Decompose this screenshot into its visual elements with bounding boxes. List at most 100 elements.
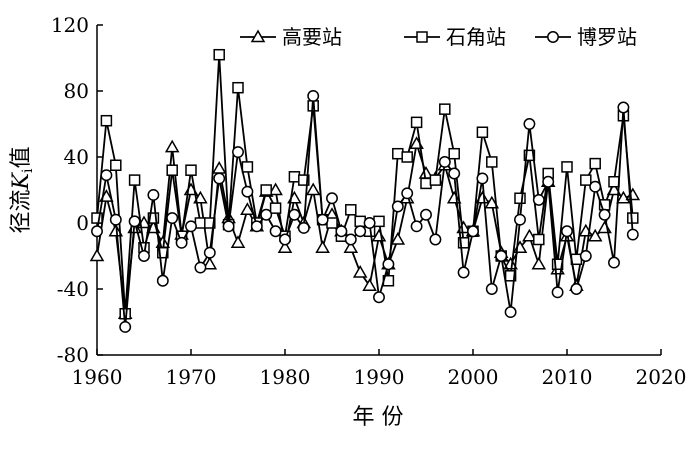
data-point-circle [326, 192, 338, 205]
data-point-circle [626, 228, 639, 241]
series-layer [89, 48, 641, 333]
data-point-circle [467, 225, 479, 238]
data-point-circle [147, 189, 160, 201]
data-point-circle [307, 90, 320, 102]
data-point-circle [476, 172, 489, 185]
data-point-circle [579, 250, 592, 262]
y-axis-title-var: K [9, 171, 34, 190]
data-point-triangle [352, 264, 368, 278]
legend-label: 石角站 [446, 25, 506, 49]
data-point-circle [532, 193, 545, 206]
legend-marker-circle [547, 31, 559, 43]
data-point-circle [410, 220, 423, 233]
data-point-triangle [597, 220, 612, 234]
data-point-square [589, 157, 601, 170]
data-point-circle [420, 208, 432, 221]
x-tick-label: 2020 [636, 365, 687, 389]
data-point-circle [109, 213, 122, 226]
data-point-square [354, 215, 366, 228]
y-tick-label: 40 [64, 145, 89, 169]
data-point-circle [335, 225, 348, 238]
y-tick-label: -40 [57, 277, 89, 301]
data-point-circle [194, 261, 207, 274]
data-point-square [128, 174, 141, 186]
data-point-circle [542, 175, 555, 188]
data-point-triangle [362, 278, 377, 291]
data-point-circle [138, 250, 150, 262]
data-point-circle [166, 212, 179, 225]
data-point-circle [401, 187, 414, 200]
y-tick-label: -80 [57, 343, 89, 367]
data-point-circle [269, 225, 282, 238]
data-point-triangle [89, 248, 105, 262]
data-point-triangle [522, 228, 537, 242]
data-point-square [580, 174, 592, 186]
legend-marker-square [416, 31, 428, 43]
data-point-circle [363, 217, 376, 229]
data-point-triangle [164, 139, 180, 153]
data-point-square [486, 156, 498, 168]
data-point-circle [598, 208, 611, 221]
data-point-circle [232, 146, 244, 159]
data-point-square [533, 233, 545, 246]
data-point-circle [156, 274, 169, 287]
x-tick-label: 2010 [542, 365, 593, 389]
data-point-triangle [625, 187, 641, 201]
data-point-square [288, 171, 301, 183]
x-tick-label: 1960 [72, 365, 123, 389]
x-axis-title: 年 份 [353, 405, 404, 430]
data-point-square [213, 48, 225, 61]
data-point-square [204, 217, 216, 229]
axes: -80 -40 0 40 80 120 1960 1970 1980 1990 2000 2010 20… [51, 13, 687, 389]
series-line-triangle [96, 143, 634, 314]
data-point-circle [297, 222, 310, 234]
data-point-triangle [456, 220, 471, 234]
data-point-triangle [343, 240, 359, 253]
data-point-circle [617, 101, 630, 114]
data-point-circle [344, 233, 357, 246]
data-point-circle [495, 250, 508, 262]
data-point-triangle [277, 240, 293, 253]
data-point-square [260, 184, 272, 196]
data-point-circle [504, 306, 517, 319]
data-point-square [410, 116, 423, 129]
data-point-circle [382, 258, 395, 271]
data-point-square [514, 192, 526, 204]
data-point-square [439, 103, 451, 115]
x-tick-label: 2000 [448, 365, 499, 389]
data-point-triangle [587, 228, 603, 242]
data-point-circle [213, 172, 226, 185]
y-axis-title: 径流Ki值 [9, 147, 36, 234]
data-point-square [608, 176, 620, 188]
data-point-triangle [202, 256, 218, 270]
data-point-circle [279, 233, 291, 246]
data-point-square [147, 212, 160, 224]
data-point-circle [260, 208, 273, 221]
data-point-circle [241, 185, 254, 198]
legend: 高要站 石角站 博罗站 [240, 25, 637, 49]
data-point-square [504, 270, 517, 282]
data-point-square [401, 151, 413, 163]
y-axis-title-suffix: 值 [9, 147, 34, 169]
data-point-triangle [390, 231, 406, 245]
data-point-square [476, 126, 489, 138]
data-point-circle [485, 283, 498, 295]
x-tick-label: 1980 [260, 365, 311, 389]
data-point-circle [373, 291, 385, 304]
data-point-square [457, 237, 470, 249]
legend-label: 博罗站 [577, 25, 637, 49]
data-point-triangle [211, 161, 227, 174]
data-point-circle [457, 266, 470, 279]
data-point-circle [608, 256, 620, 269]
y-axis-title-prefix: 径流 [9, 189, 34, 233]
data-point-square [561, 161, 573, 173]
data-point-circle [354, 225, 367, 238]
data-point-square [429, 174, 442, 186]
data-point-circle [514, 213, 526, 226]
data-point-circle [570, 283, 583, 295]
series-circle [91, 90, 639, 333]
data-point-circle [222, 220, 235, 233]
data-point-triangle [268, 182, 283, 196]
legend-marker-triangle [250, 29, 266, 43]
